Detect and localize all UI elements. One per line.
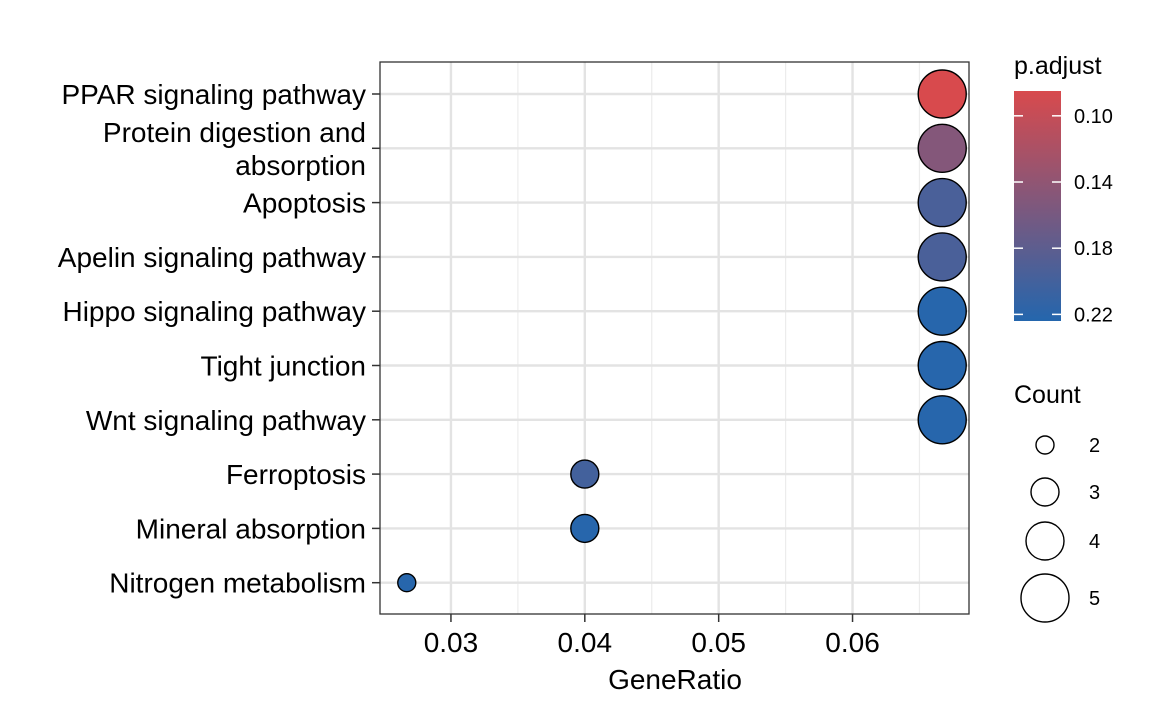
data-points [397,69,967,593]
data-point [917,395,967,445]
size-legend-label: 2 [1089,435,1100,457]
y-tick-label: absorption [235,150,366,181]
x-axis-title: GeneRatio [608,664,742,695]
y-tick-label: PPAR signaling pathway [61,79,366,110]
color-legend-title: p.adjust [1014,52,1102,80]
data-point [570,459,600,489]
plot-panel [379,61,970,615]
size-legend-title: Count [1014,381,1081,409]
data-point [917,123,967,174]
x-tick-label: 0.03 [424,627,479,658]
y-tick-label: Apelin signaling pathway [58,242,366,273]
y-tick-label: Nitrogen metabolism [109,568,366,599]
data-point [917,340,967,391]
size-legend: Count 2 3 4 5 [1014,381,1100,623]
size-legend-key [1035,435,1055,455]
color-legend-label: 0.10 [1074,106,1113,128]
y-tick-label: Apoptosis [243,188,366,219]
size-legend-key [1030,477,1060,507]
data-point [917,232,967,282]
size-legend-key [1025,521,1065,561]
color-legend-label: 0.18 [1074,238,1113,260]
data-point [570,513,600,544]
size-legend-key [1020,573,1070,623]
y-tick-label: Wnt signaling pathway [86,405,366,436]
y-tick-label: Hippo signaling pathway [62,296,366,327]
y-axis: PPAR signaling pathway Protein digestion … [58,79,380,599]
color-bar [1014,91,1061,321]
data-point [397,573,417,593]
color-legend-label: 0.14 [1074,172,1113,194]
y-tick-label: Tight junction [201,351,367,382]
x-tick-label: 0.05 [691,627,746,658]
size-legend-label: 3 [1089,482,1100,504]
x-tick-label: 0.04 [558,627,613,658]
color-legend-label: 0.22 [1074,304,1113,326]
x-tick-label: 0.06 [825,627,880,658]
y-tick-label: Mineral absorption [136,513,366,544]
y-tick-label: Ferroptosis [226,459,366,490]
size-legend-label: 4 [1089,531,1100,553]
data-point [917,286,967,336]
data-point [917,177,967,228]
panel-background [380,62,969,614]
y-tick-label: Protein digestion and [103,117,366,148]
panel-border [379,61,970,615]
size-legend-label: 5 [1089,588,1100,610]
data-point [917,69,967,119]
x-axis: 0.03 0.04 0.05 0.06 [424,614,880,658]
color-legend: p.adjust 0.10 0.14 0.18 0.22 [1014,52,1113,326]
